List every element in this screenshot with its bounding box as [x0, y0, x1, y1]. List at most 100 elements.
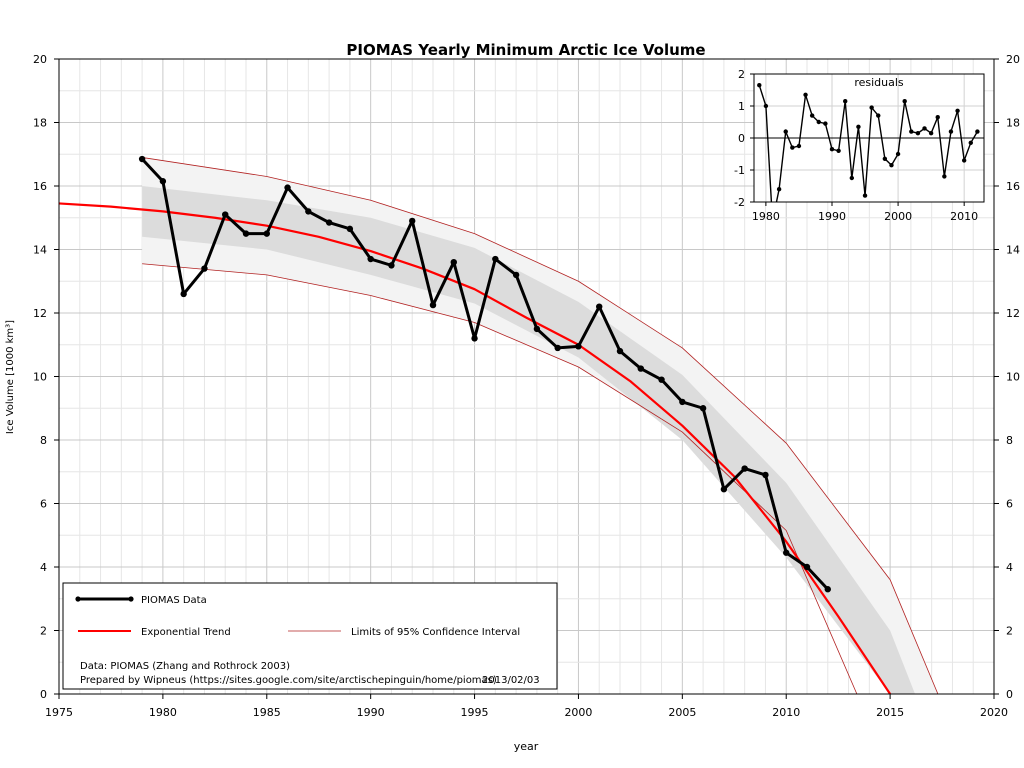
inset-y-tick-label: 1 — [738, 100, 745, 113]
data-points — [138, 155, 831, 593]
inset-residual-point — [849, 175, 855, 181]
y-tick-label-left: 14 — [33, 244, 47, 257]
y-tick-label-right: 14 — [1006, 244, 1020, 257]
inset-residual-point — [816, 119, 821, 125]
y-tick-label-left: 20 — [33, 53, 47, 66]
legend-note-date: 2013/02/03 — [482, 675, 540, 686]
residuals-inset: 1980 1990 2000 2010 -2 -1 0 1 2 residuals — [734, 68, 985, 223]
chart-title: PIOMAS Yearly Minimum Arctic Ice Volume — [346, 41, 705, 59]
inset-residual-point — [862, 193, 868, 198]
inset-residual-point — [922, 126, 927, 131]
legend: PIOMAS Data Exponential Trend Limits of … — [62, 582, 558, 690]
confidence-bands — [142, 157, 938, 695]
inset-y-tick-label: -2 — [734, 196, 745, 209]
inset-residual-point — [915, 131, 921, 136]
y-tick-label-right: 2 — [1006, 625, 1013, 638]
data-point — [824, 586, 831, 593]
inset-residual-point — [895, 151, 901, 157]
data-point — [388, 262, 395, 269]
data-point — [138, 155, 146, 163]
legend-data-marker — [128, 596, 134, 602]
inset-residual-point — [823, 121, 828, 126]
axis-ticks: 1975 1980 1985 1990 1995 2000 2005 2010 2015 2020… — [33, 53, 1020, 719]
series-line-trend — [58, 202, 892, 695]
x-tick-label: 1975 — [45, 706, 73, 719]
inset-residual-point — [882, 156, 888, 161]
inset-y-tick-label: -1 — [734, 164, 745, 177]
inset-residual-point — [869, 105, 874, 110]
x-tick-label: 1980 — [149, 706, 177, 719]
x-axis-label: year — [514, 740, 539, 753]
x-tick-label: 2005 — [668, 706, 696, 719]
data-point — [471, 335, 478, 342]
inset-residual-point — [796, 143, 802, 149]
data-point — [180, 290, 187, 298]
data-point — [596, 303, 603, 310]
data-point — [575, 343, 582, 350]
series-line-ci-upper — [142, 157, 939, 695]
y-tick-label-left: 8 — [40, 434, 47, 447]
data-point — [159, 178, 167, 185]
y-tick-label-right: 0 — [1006, 688, 1013, 701]
y-tick-label-left: 4 — [40, 561, 47, 574]
confidence-band-inner — [142, 186, 916, 694]
legend-note-author: Prepared by Wipneus (https://sites.googl… — [80, 675, 497, 686]
data-point — [741, 465, 748, 472]
x-tick-label: 1990 — [357, 706, 385, 719]
data-point — [409, 217, 416, 225]
legend-entry-trend: Exponential Trend — [141, 627, 231, 638]
data-point — [242, 230, 250, 237]
y-tick-label-right: 4 — [1006, 561, 1013, 574]
data-point — [679, 398, 686, 406]
inset-residual-point — [836, 148, 841, 153]
inset-residual-point — [961, 158, 967, 163]
inset-x-tick-label: 1980 — [752, 210, 780, 223]
inset-residual-point — [968, 140, 973, 145]
data-point — [803, 563, 811, 571]
inset-residual-point — [975, 129, 980, 134]
y-tick-label-left: 16 — [33, 180, 47, 193]
inset-residual-point — [776, 187, 782, 192]
legend-data-marker — [75, 596, 81, 602]
y-tick-label-right: 12 — [1006, 307, 1020, 320]
y-tick-label-right: 10 — [1006, 371, 1020, 384]
y-tick-label-left: 0 — [40, 688, 47, 701]
x-tick-label: 1985 — [253, 706, 281, 719]
data-point — [554, 344, 561, 352]
inset-residual-point — [809, 113, 815, 118]
data-point — [305, 208, 312, 215]
data-point — [492, 255, 499, 263]
y-tick-label-right: 8 — [1006, 434, 1013, 447]
inset-plot — [754, 83, 984, 202]
inset-residual-point — [856, 124, 861, 129]
data-point — [346, 225, 354, 233]
x-tick-label: 2015 — [876, 706, 904, 719]
inset-residual-point — [902, 99, 907, 104]
legend-box — [62, 582, 558, 690]
inset-residual-point — [948, 129, 954, 134]
y-axis-label: Ice Volume [1000 km³] — [5, 320, 16, 434]
inset-residual-point — [790, 145, 795, 150]
inset-residual-point — [889, 163, 894, 168]
legend-entry-data: PIOMAS Data — [141, 595, 207, 606]
y-tick-label-right: 6 — [1006, 498, 1013, 511]
y-tick-label-left: 18 — [33, 117, 47, 130]
legend-note-source: Data: PIOMAS (Zhang and Rothrock 2003) — [80, 661, 290, 672]
y-tick-label-left: 12 — [33, 307, 47, 320]
inset-x-tick-label: 2010 — [950, 210, 978, 223]
data-point — [616, 347, 624, 355]
data-point — [720, 486, 728, 493]
data-point — [658, 376, 665, 383]
inset-residual-point — [928, 131, 934, 136]
inset-residual-point — [803, 92, 808, 98]
inset-x-tick-label: 1990 — [818, 210, 846, 223]
data-point — [762, 471, 769, 479]
inset-residual-point — [783, 129, 788, 134]
y-tick-label-right: 18 — [1006, 117, 1020, 130]
x-tick-label: 2000 — [564, 706, 592, 719]
y-tick-label-right: 20 — [1006, 53, 1020, 66]
y-tick-label-left: 10 — [33, 371, 47, 384]
data-point — [450, 259, 457, 266]
inset-residual-point — [843, 99, 848, 104]
